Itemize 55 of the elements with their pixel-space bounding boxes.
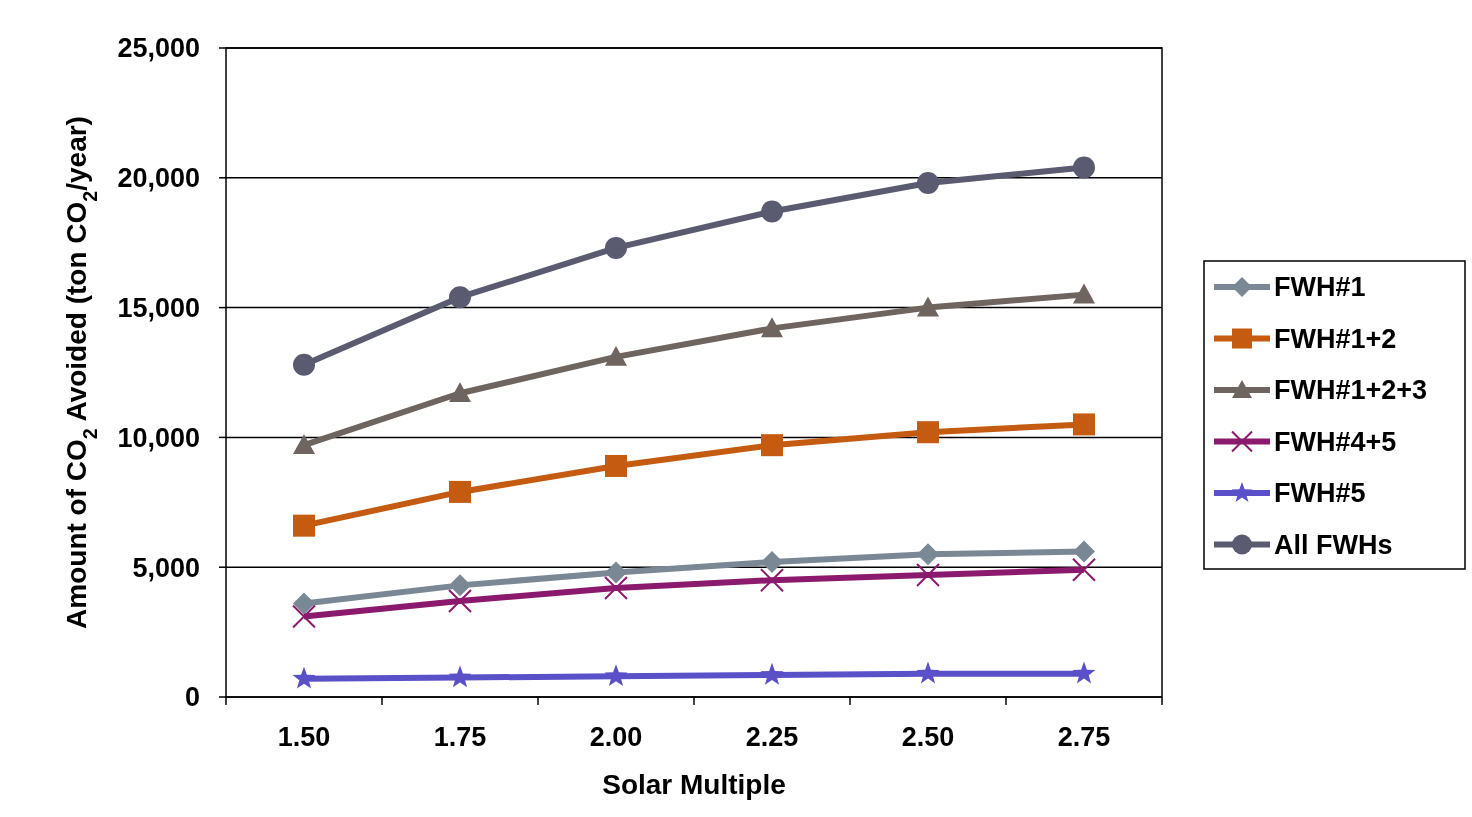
point <box>1073 540 1095 563</box>
point <box>293 353 315 376</box>
point <box>293 514 315 537</box>
x-tick-label: 2.50 <box>901 722 955 752</box>
point <box>292 604 316 629</box>
point <box>761 434 783 457</box>
point <box>293 592 315 615</box>
point <box>449 574 471 597</box>
point <box>917 543 939 566</box>
point <box>1072 557 1096 582</box>
point <box>917 421 939 444</box>
point <box>449 480 471 503</box>
point <box>605 236 627 259</box>
point <box>605 454 627 477</box>
x-tick-label: 2.25 <box>745 722 799 752</box>
point <box>292 666 316 689</box>
x-tick-label: 1.50 <box>277 722 331 752</box>
point <box>917 171 939 194</box>
legend-label: FWH#4+5 <box>1274 426 1397 457</box>
point <box>293 434 315 454</box>
x-tick-label: 2.00 <box>589 722 643 752</box>
point <box>1073 156 1095 179</box>
y-tick-label: 25,000 <box>117 33 200 64</box>
point <box>605 561 627 584</box>
point <box>761 200 783 223</box>
y-tick-label: 5,000 <box>132 552 200 583</box>
point <box>605 345 627 366</box>
point <box>760 662 784 685</box>
legend-label: FWH#1 <box>1274 272 1366 303</box>
point <box>449 286 471 309</box>
y-tick-label: 10,000 <box>117 422 200 453</box>
x-tick-label: 1.75 <box>433 722 487 752</box>
y-tick-label: 0 <box>184 682 200 713</box>
y-tick-label: 20,000 <box>117 163 200 194</box>
point <box>604 575 628 600</box>
point <box>604 664 628 687</box>
legend-label: FWH#5 <box>1274 478 1366 509</box>
point <box>448 665 472 688</box>
legend-label: FWH#1+2+3 <box>1274 375 1428 406</box>
point <box>761 317 783 338</box>
y-tick-label: 15,000 <box>117 293 200 324</box>
legend-label: All FWHs <box>1274 529 1393 560</box>
x-axis-title: Solar Multiple <box>602 769 786 800</box>
point <box>449 382 471 403</box>
point <box>916 661 940 684</box>
point <box>760 568 784 593</box>
point <box>761 551 783 574</box>
x-tick-label: 2.75 <box>1057 722 1111 752</box>
point <box>1073 283 1095 304</box>
point <box>916 562 940 587</box>
point <box>1073 413 1095 436</box>
point <box>1072 661 1096 684</box>
point <box>448 588 472 613</box>
point <box>917 296 939 317</box>
legend-label: FWH#1+2 <box>1274 323 1397 354</box>
